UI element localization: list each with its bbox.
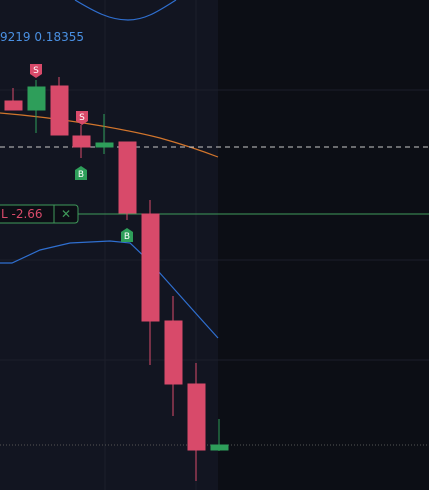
order-label-box (0, 204, 79, 224)
marker-label: B (78, 170, 84, 180)
order-label: L -2.66 (1, 207, 43, 221)
band-lower (0, 240, 219, 339)
marker-label: S (79, 113, 85, 123)
band-upper (74, 0, 177, 21)
marker-label: S (33, 66, 39, 76)
moving-average (0, 112, 219, 158)
close-order-button[interactable]: ✕ (61, 207, 71, 221)
candles (4, 77, 229, 481)
legend-values: 9219 0.18355 (0, 30, 84, 44)
marker-label: B (124, 232, 130, 242)
trade-markers: S S B B (30, 64, 133, 242)
